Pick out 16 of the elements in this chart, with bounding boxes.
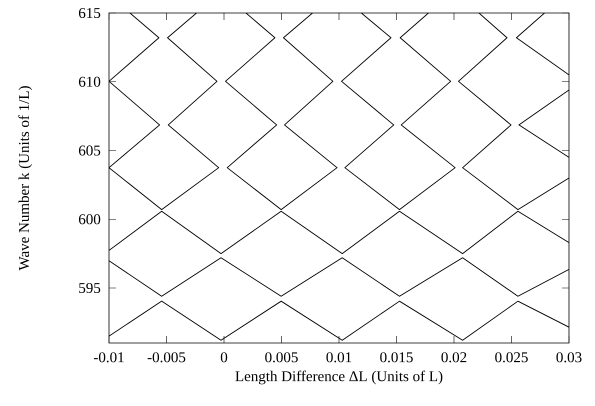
x-tick-label: 0.02: [441, 352, 466, 362]
x-tick-label: -0.01: [94, 352, 124, 362]
x-tick-label: 0.005: [265, 352, 298, 362]
x-tick-label: 0.01: [326, 352, 352, 362]
x-tick-label: 0: [220, 352, 228, 362]
y-tick-label: 595: [79, 282, 100, 294]
x-axis-title: Length Difference ΔL (Units of L): [235, 370, 442, 384]
x-tick-label: -0.005: [148, 352, 186, 362]
y-tick-label: 615: [78, 8, 100, 18]
x-tick-label: 0.015: [380, 352, 413, 362]
y-axis-title: Wave Number k (Units of 1/L): [18, 86, 32, 270]
y-tick-label: 600: [78, 214, 100, 224]
x-tick-label: 0.03: [556, 352, 582, 362]
y-tick-label: 610: [78, 76, 100, 87]
y-tick-label: 605: [78, 145, 100, 156]
x-tick-label: 0.025: [495, 352, 528, 362]
